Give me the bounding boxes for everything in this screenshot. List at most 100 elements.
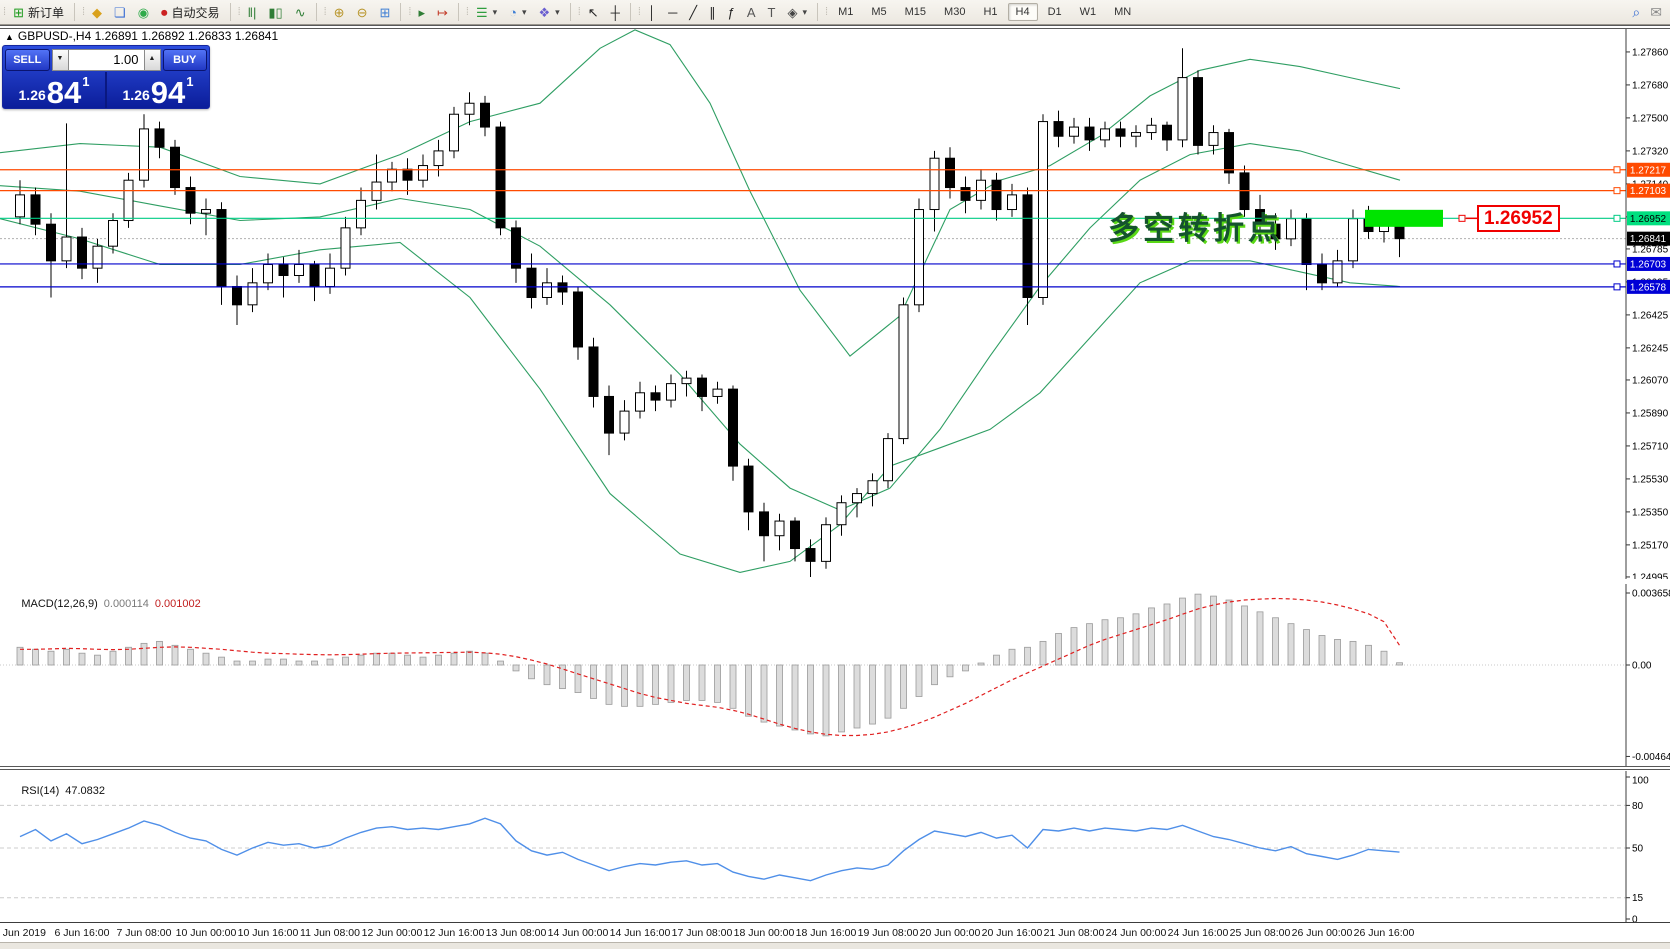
bull-candle bbox=[666, 383, 676, 401]
candlestick-chart-button[interactable]: ▮▯ bbox=[262, 0, 288, 24]
macd-bar bbox=[884, 664, 892, 719]
highlight-zone-box[interactable] bbox=[1365, 209, 1443, 227]
macd-axis-label: 0.00 bbox=[1632, 661, 1652, 672]
toolbar-separator bbox=[315, 3, 317, 21]
zoom-out-button[interactable]: ⊖ bbox=[351, 0, 374, 24]
price-callout-label[interactable]: 1.26952 bbox=[1477, 205, 1560, 233]
macd-bar bbox=[63, 648, 70, 666]
macd-bar bbox=[900, 664, 907, 709]
bar-chart-button[interactable]: ‖| bbox=[242, 0, 263, 24]
templates-button[interactable]: ❖ ▾ bbox=[533, 0, 566, 24]
macd-main-value: 0.000114 bbox=[103, 598, 149, 610]
text-label-button[interactable]: T bbox=[762, 0, 782, 24]
auto-scroll-button[interactable]: ▸ bbox=[412, 0, 431, 24]
sell-price-display[interactable]: 1.26 84 1 bbox=[3, 72, 105, 108]
sell-button[interactable]: SELL bbox=[5, 49, 50, 71]
bull-candle bbox=[1100, 128, 1110, 141]
timeframe-button-m30[interactable]: M30 bbox=[944, 6, 966, 18]
time-axis[interactable]: 6 Jun 2019 6 Jun 16:00 7 Jun 08:0010 Jun 0… bbox=[0, 922, 1670, 943]
chart-shift-button[interactable]: ↦ bbox=[431, 0, 454, 24]
bull-candle bbox=[139, 128, 149, 181]
price-pane[interactable]: 1.278601.276801.275001.273201.271401.269… bbox=[0, 25, 1670, 579]
time-axis-label: 25 Jun 08:00 bbox=[1229, 927, 1291, 939]
line-chart-button[interactable]: ∿ bbox=[289, 0, 312, 24]
vertical-line-button[interactable]: │ bbox=[642, 0, 662, 24]
line-anchor-marker bbox=[1613, 260, 1621, 268]
new-chart-button[interactable]: ◆ bbox=[86, 0, 108, 24]
bull-candle bbox=[15, 194, 25, 218]
chart-window[interactable]: 1.278601.276801.275001.273201.271401.269… bbox=[0, 24, 1670, 949]
fibonacci-button[interactable]: ƒ bbox=[722, 0, 741, 24]
signals-button[interactable]: ◉ bbox=[132, 0, 155, 24]
lot-decrease-button[interactable]: ▼ bbox=[51, 49, 69, 71]
indicators-button[interactable]: ☰ ▾ bbox=[470, 0, 503, 24]
timeframe-button-d1[interactable]: D1 bbox=[1047, 6, 1062, 18]
macd-bar bbox=[714, 664, 721, 703]
pane-separator[interactable] bbox=[0, 25, 1670, 29]
time-axis-label: 13 Jun 08:00 bbox=[485, 927, 547, 939]
macd-bar bbox=[156, 640, 163, 666]
level-price-badge bbox=[1627, 211, 1670, 226]
macd-pane[interactable]: 0.003658 0.00 -0.004645 bbox=[0, 584, 1670, 766]
timeframe-button-m5[interactable]: M5 bbox=[871, 6, 887, 18]
macd-bar bbox=[47, 650, 55, 666]
bull-candle bbox=[1332, 260, 1343, 284]
timeframe-button-h1[interactable]: H1 bbox=[983, 6, 998, 18]
bear-candle bbox=[278, 264, 289, 277]
timeframe-button-h4[interactable]: H4 bbox=[1007, 3, 1038, 21]
autotrading-button[interactable]: ⏺ 自动交易 bbox=[155, 0, 226, 24]
timeframe-button-m1[interactable]: M1 bbox=[838, 6, 854, 18]
crosshair-button[interactable]: ┼ bbox=[605, 0, 626, 24]
timeframe-button-mn[interactable]: MN bbox=[1114, 6, 1132, 18]
macd-bar bbox=[807, 664, 814, 735]
new-order-button[interactable]: ⊞ 新订单 bbox=[7, 0, 70, 24]
profiles-button[interactable]: ❏ bbox=[108, 0, 132, 24]
macd-bar bbox=[574, 664, 582, 693]
bear-candle bbox=[1115, 128, 1126, 137]
text-button[interactable]: A bbox=[741, 0, 762, 24]
bear-candle bbox=[511, 227, 521, 269]
rsi-axis-label: 50 bbox=[1632, 844, 1644, 855]
rsi-pane[interactable]: 100 80 50 15 0 bbox=[0, 771, 1670, 923]
channel-button[interactable]: ∥ bbox=[703, 0, 722, 24]
macd-axis[interactable]: 0.003658 0.00 -0.004645 bbox=[1626, 588, 1670, 763]
trendline-button[interactable]: ╱ bbox=[683, 0, 703, 24]
arrows-button[interactable]: ◈ ▾ bbox=[781, 0, 813, 24]
macd-bar bbox=[171, 644, 179, 666]
bear-candle bbox=[728, 388, 738, 467]
one-click-trading-panel: SELL ▼ 1.00 ▲ BUY 1.26 84 1 1.26 94 bbox=[2, 45, 210, 109]
toolbar-grip: ⁞ bbox=[577, 6, 581, 18]
line-anchor-marker bbox=[1613, 187, 1621, 195]
bear-candle bbox=[1301, 218, 1312, 266]
bull-candle bbox=[712, 388, 723, 397]
macd-bar bbox=[1194, 593, 1202, 666]
price-axis-label: 1.25530 bbox=[1632, 474, 1669, 485]
pane-separator[interactable] bbox=[0, 766, 1670, 770]
price-axis-label: 1.26070 bbox=[1632, 375, 1669, 386]
cursor-button[interactable]: ↖ bbox=[582, 0, 605, 24]
tile-windows-button[interactable]: ⊞ bbox=[373, 0, 396, 24]
zoom-in-button[interactable]: ⊕ bbox=[328, 0, 351, 24]
buy-price-display[interactable]: 1.26 94 1 bbox=[107, 72, 209, 108]
time-axis-label: 12 Jun 16:00 bbox=[423, 927, 485, 939]
search-button[interactable]: ⌕ bbox=[1632, 3, 1641, 20]
bull-candle bbox=[387, 168, 397, 183]
horizontal-level-lines[interactable]: 1.27217 1.27103 1.26952 1.26703 1.26578 bbox=[0, 162, 1670, 294]
lot-increase-button[interactable]: ▲ bbox=[143, 49, 161, 71]
bear-candle bbox=[1255, 209, 1265, 225]
periods-button[interactable]: ◔ ▾ bbox=[503, 0, 532, 24]
timeframe-button-m15[interactable]: M15 bbox=[904, 6, 927, 18]
bear-candle bbox=[1193, 77, 1203, 146]
bull-candle bbox=[836, 502, 847, 526]
rsi-axis[interactable]: 100 80 50 15 0 bbox=[1626, 776, 1649, 924]
timeframe-button-w1[interactable]: W1 bbox=[1079, 6, 1097, 18]
lot-size-input[interactable]: 1.00 bbox=[68, 49, 144, 71]
buy-button[interactable]: BUY bbox=[162, 49, 207, 71]
chat-button[interactable]: ✉ bbox=[1650, 3, 1662, 20]
clock-icon: ◔ bbox=[509, 4, 517, 20]
chart-text-annotation[interactable]: 多空转折点 bbox=[1108, 211, 1283, 247]
horizontal-line-button[interactable]: ─ bbox=[662, 0, 683, 24]
price-axis[interactable]: 1.278601.276801.275001.273201.271401.269… bbox=[1626, 47, 1669, 579]
collapse-triangle-icon[interactable]: ▲ bbox=[5, 32, 14, 42]
